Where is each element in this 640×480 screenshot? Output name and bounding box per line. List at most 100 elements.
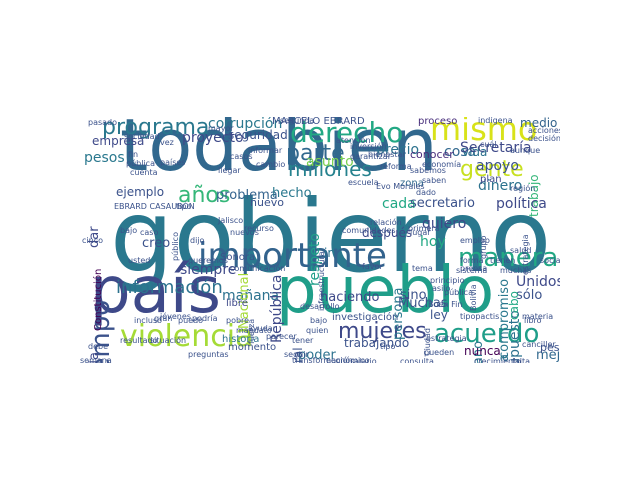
word-proyecto: proyecto: [182, 130, 244, 146]
word-usted: usted: [128, 256, 151, 265]
word-aunque: aunque: [510, 146, 541, 155]
word-zona: zona: [400, 178, 424, 189]
word-nuevo: nuevo: [250, 196, 284, 209]
word-fin: fin: [128, 150, 139, 159]
word-publico: público: [171, 231, 180, 261]
word-sociedad: sociedad: [124, 132, 160, 141]
word-hecho: hecho: [272, 186, 312, 201]
word-relacion: relación: [370, 218, 402, 227]
word-historia: historia: [222, 334, 260, 345]
word-bajo: bajo: [120, 226, 138, 235]
word-pueblo: pueblo: [276, 254, 495, 328]
word-cual: cuál: [480, 140, 497, 149]
word-secretaria: Secretaría: [460, 140, 532, 156]
word-dado: dado: [416, 188, 436, 197]
word-corrupcion: corrupción: [208, 117, 283, 132]
word-comunicacion: comunicación: [230, 264, 286, 273]
word-peso: peso: [540, 341, 560, 354]
word-economico: económico: [326, 356, 370, 364]
word-plan: plan: [480, 174, 502, 185]
word-cosa: cosa: [444, 144, 477, 160]
word-creo: creo: [142, 236, 171, 251]
word-parte: parte: [286, 141, 345, 166]
word-apoyo: apoyo: [476, 158, 519, 174]
word-marcelo-ebrard: MARCELO EBRARD: [272, 117, 365, 127]
word-semana: semana: [80, 356, 112, 364]
word-escuela: escuela: [348, 178, 379, 187]
word-vez: vez: [160, 138, 174, 147]
word-libro: libro: [524, 316, 542, 325]
word-cada: cada: [382, 196, 416, 212]
word-forma: forma: [460, 256, 484, 265]
word-casos: casos: [230, 152, 253, 161]
word-nunca: nunca: [464, 344, 501, 358]
word-indigena: indígena: [478, 117, 513, 125]
word-jovenes: jóvenes: [160, 312, 191, 321]
word-primera: primera: [408, 224, 440, 233]
word-dinero: dinero: [478, 178, 523, 194]
word-recurso: recurso: [244, 224, 274, 233]
word-sino: sino: [400, 288, 427, 303]
word-bienestar: bienestar: [368, 150, 406, 159]
word-cloud: gobierno bien toda país pueblo importante viol…: [80, 117, 560, 363]
word-hoy: hoy: [420, 234, 446, 250]
word-sistema: sistema: [456, 266, 488, 275]
word-mayor: mayor: [208, 124, 234, 133]
word-quien: quien: [306, 326, 329, 335]
word-informacion: información: [116, 277, 223, 298]
word-saben: saben: [422, 176, 447, 185]
word-muchas: Muchas: [398, 296, 448, 311]
word-manera: manera: [458, 243, 559, 273]
word-investigacion: investigación: [332, 312, 399, 323]
word-garantizar: garantizar: [350, 152, 391, 161]
word-medio: medio: [520, 117, 558, 130]
word-gobierno: gobierno: [110, 178, 552, 295]
word-pueden: pueden: [424, 348, 455, 357]
word-materia: materia: [522, 312, 554, 321]
word-problema: problema: [216, 188, 278, 203]
word-tema: tema: [412, 264, 433, 273]
word-social: social: [540, 256, 560, 265]
word-poder: poder: [298, 348, 336, 363]
word-segunda: segunda: [280, 117, 315, 125]
word-estrategia: estrategia: [426, 334, 467, 343]
word-mismo: mismo: [430, 117, 538, 148]
word-siempre: siempre: [180, 262, 237, 278]
word-tipo: tipo: [176, 202, 192, 211]
word-mujeres: mujeres: [338, 319, 427, 344]
word-jalisco: Jalisco: [218, 216, 244, 225]
word-podria: podría: [192, 314, 218, 323]
word-caso: caso: [140, 228, 159, 237]
word-bien: bien: [282, 117, 438, 187]
word-canciller: canciller: [522, 340, 556, 349]
word-region: región: [510, 184, 536, 193]
word-precio: precio: [376, 142, 420, 158]
word-tener: tener: [292, 336, 314, 345]
word-pobre: pobre: [226, 316, 250, 325]
word-haciendo: haciendo: [320, 290, 380, 305]
word-transformacion: transformación: [292, 356, 353, 364]
word-publica: pública: [444, 288, 473, 297]
word-constitucion: Constitución: [93, 268, 104, 331]
word-pasado: pasado: [88, 118, 118, 127]
word-asunto: asunto: [306, 154, 354, 170]
word-conocer: conocer: [410, 148, 454, 161]
word-principio: principio: [430, 276, 465, 285]
word-parecer: parecer: [266, 332, 297, 341]
word-programa: programa: [102, 117, 210, 140]
word-salario: salario: [350, 357, 377, 364]
word-incluso: incluso: [134, 316, 163, 325]
word-llegar: llegar: [218, 166, 241, 175]
word-puedo: puedo: [178, 316, 204, 325]
word-toda: toda: [120, 117, 283, 187]
word-ejemplo: ejemplo: [116, 185, 165, 199]
word-decision: decisión: [528, 134, 560, 143]
word-infraestructura: infraestructura: [317, 251, 326, 311]
word-consulta: consulta: [400, 357, 434, 364]
word-falta: falta: [512, 357, 530, 364]
word-acuerdo: acuerdo: [434, 319, 540, 349]
word-importante: importante: [198, 236, 387, 276]
word-sonora: Sonora: [220, 252, 256, 263]
word-inversion: inversión: [350, 142, 387, 151]
word-ayudar: ayudar: [248, 324, 276, 333]
